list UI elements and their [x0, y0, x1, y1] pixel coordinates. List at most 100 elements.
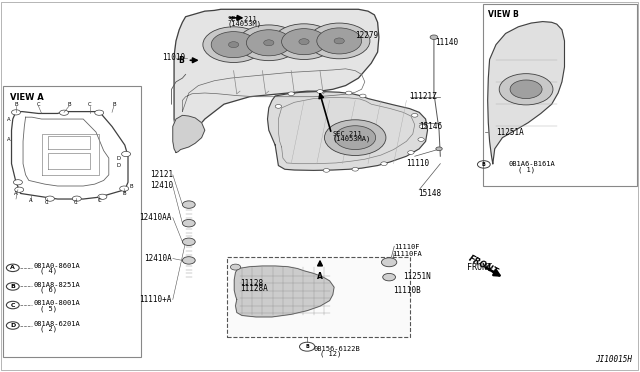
Text: FRONT: FRONT	[467, 253, 500, 276]
Bar	[483, 4, 637, 186]
Text: B: B	[14, 102, 18, 108]
Text: B: B	[123, 191, 127, 196]
Text: ( 1): ( 1)	[518, 167, 536, 173]
Text: 081A0-8001A: 081A0-8001A	[33, 300, 80, 306]
Text: ( 6): ( 6)	[40, 286, 57, 293]
Circle shape	[317, 28, 362, 54]
Circle shape	[408, 151, 414, 154]
Text: 15146: 15146	[419, 122, 442, 131]
Text: 12410: 12410	[150, 182, 173, 190]
Circle shape	[273, 24, 335, 60]
Text: 11110F: 11110F	[394, 244, 420, 250]
Circle shape	[436, 147, 442, 151]
Text: C: C	[36, 102, 40, 108]
Text: 0B156-6122B: 0B156-6122B	[314, 346, 360, 352]
Text: (14053M): (14053M)	[227, 20, 261, 27]
Text: A: A	[7, 137, 11, 142]
Text: 11110B: 11110B	[394, 286, 421, 295]
Text: C: C	[74, 200, 77, 205]
Circle shape	[510, 80, 542, 99]
Circle shape	[299, 39, 309, 45]
Text: B: B	[112, 102, 116, 108]
Text: D: D	[10, 323, 15, 328]
Circle shape	[182, 257, 195, 264]
Circle shape	[499, 74, 553, 105]
Circle shape	[418, 138, 424, 141]
Circle shape	[419, 125, 426, 128]
Circle shape	[352, 167, 358, 171]
Circle shape	[335, 126, 376, 150]
Text: 11010: 11010	[163, 53, 186, 62]
Text: 11128: 11128	[240, 279, 263, 288]
Text: VIEW A: VIEW A	[10, 93, 44, 102]
Circle shape	[98, 194, 107, 199]
Circle shape	[246, 30, 291, 56]
Text: A: A	[29, 198, 33, 203]
Text: ( 12): ( 12)	[320, 351, 341, 357]
Circle shape	[12, 110, 20, 115]
Polygon shape	[174, 9, 379, 141]
Circle shape	[230, 264, 241, 270]
Circle shape	[317, 90, 323, 93]
Text: 11121Z: 11121Z	[410, 92, 437, 101]
Text: A: A	[14, 191, 18, 196]
Text: SEC.211: SEC.211	[227, 16, 257, 22]
Text: B: B	[305, 344, 309, 349]
Circle shape	[430, 35, 438, 39]
Circle shape	[203, 27, 264, 62]
Circle shape	[120, 186, 129, 191]
Text: D: D	[116, 155, 120, 161]
Text: 11128A: 11128A	[240, 284, 268, 293]
Text: C: C	[88, 102, 92, 108]
Circle shape	[15, 187, 24, 192]
Text: D: D	[116, 163, 120, 168]
Text: VIEW B: VIEW B	[488, 10, 519, 19]
Circle shape	[122, 151, 131, 157]
Polygon shape	[488, 22, 564, 164]
Circle shape	[346, 91, 352, 95]
Circle shape	[264, 40, 274, 46]
Text: 11110FA: 11110FA	[392, 251, 421, 257]
Text: ( 5): ( 5)	[40, 305, 57, 312]
Circle shape	[412, 113, 418, 117]
Circle shape	[360, 94, 366, 98]
Text: 12410A: 12410A	[144, 254, 172, 263]
Text: A: A	[10, 265, 15, 270]
Text: ( 2): ( 2)	[40, 326, 57, 332]
Text: 11110: 11110	[406, 159, 429, 168]
Text: B: B	[67, 102, 71, 108]
Text: 11251N: 11251N	[403, 272, 431, 281]
Circle shape	[323, 169, 330, 172]
Text: B: B	[482, 162, 486, 167]
Text: B: B	[178, 56, 184, 65]
Text: ( 4): ( 4)	[40, 268, 57, 275]
Bar	[3, 86, 141, 357]
Circle shape	[60, 110, 68, 115]
Text: SEC.211: SEC.211	[333, 131, 362, 137]
Circle shape	[324, 120, 386, 155]
Circle shape	[381, 162, 387, 166]
Circle shape	[288, 92, 294, 96]
Circle shape	[308, 23, 370, 59]
Text: B: B	[10, 284, 15, 289]
Polygon shape	[268, 92, 428, 170]
Circle shape	[182, 201, 195, 208]
Circle shape	[95, 110, 104, 115]
Circle shape	[381, 258, 397, 267]
Text: A: A	[317, 272, 323, 280]
Circle shape	[238, 25, 300, 61]
Text: 081A0-8601A: 081A0-8601A	[33, 263, 80, 269]
Polygon shape	[234, 266, 334, 317]
Text: 081A8-8251A: 081A8-8251A	[33, 282, 80, 288]
Text: C: C	[45, 200, 49, 205]
Circle shape	[282, 29, 326, 55]
Text: 081A8-6201A: 081A8-6201A	[33, 321, 80, 327]
Text: (14053MA): (14053MA)	[333, 136, 371, 142]
Circle shape	[182, 219, 195, 227]
Circle shape	[13, 180, 22, 185]
Circle shape	[211, 32, 256, 58]
Text: 15148: 15148	[418, 189, 441, 198]
Circle shape	[334, 38, 344, 44]
Text: 11110+A: 11110+A	[139, 295, 172, 304]
Polygon shape	[173, 115, 205, 153]
